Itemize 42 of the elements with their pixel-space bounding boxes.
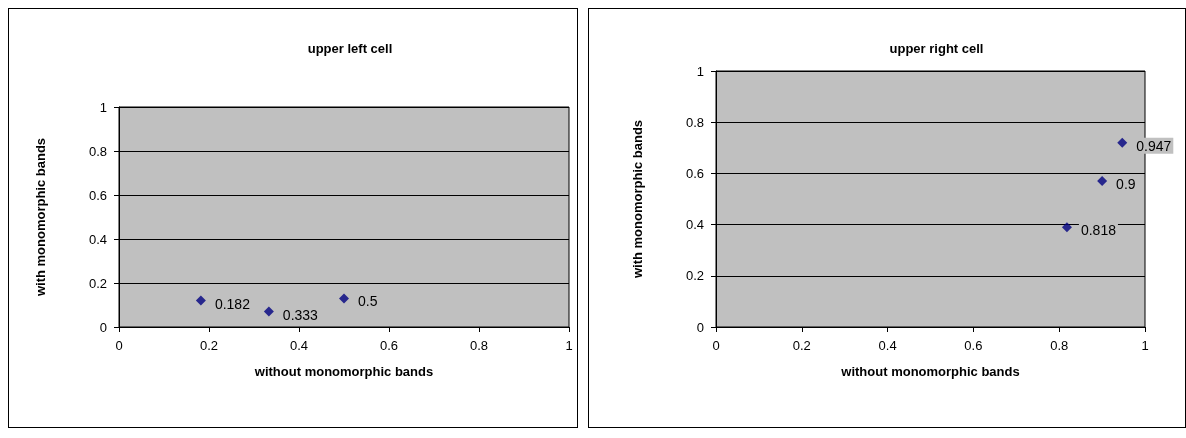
x-tick-label: 1 — [565, 338, 573, 353]
x-tick-label: 0.4 — [878, 338, 897, 353]
x-tick-label: 0 — [712, 338, 720, 353]
x-tick-label: 0.2 — [792, 338, 811, 353]
x-tick-label: 0.8 — [1050, 338, 1069, 353]
annotation: 0.182 — [214, 295, 251, 312]
y-tick-label: 0.4 — [88, 231, 107, 247]
y-tick-label: 0.6 — [88, 187, 107, 203]
y-tick-label: 0.8 — [685, 114, 704, 130]
chart-title: upper left cell — [307, 41, 393, 56]
point — [263, 306, 274, 317]
y-tick-label: 0.4 — [685, 217, 704, 233]
point — [1097, 176, 1108, 187]
x-tick-label: 0.4 — [289, 338, 309, 353]
y-tick-label: 0.8 — [88, 143, 107, 159]
y-tick-label: 0.2 — [88, 275, 107, 291]
x-tick-label: 0 — [115, 338, 123, 353]
annotation: 0.5 — [358, 293, 378, 310]
x-tick-label: 0.2 — [199, 338, 219, 353]
annotation: 0.818 — [1080, 222, 1117, 239]
chart-title: upper right cell — [889, 41, 984, 56]
x-tick-label: 0.8 — [469, 338, 489, 353]
point — [1117, 137, 1128, 148]
y-axis-title: with monomorphic bands — [33, 137, 48, 298]
point — [1061, 222, 1072, 233]
x-axis-title: without monomorphic bands — [840, 364, 1020, 379]
x-tick-label: 0.6 — [379, 338, 399, 353]
x-axis-title: without monomorphic bands — [253, 364, 434, 379]
point — [339, 293, 349, 304]
annotation: 0.947 — [1136, 137, 1172, 154]
point — [195, 295, 206, 306]
x-tick-label: 1 — [1141, 338, 1149, 353]
y-axis-title: with monomorphic bands — [630, 119, 645, 280]
y-tick-label: 1 — [99, 99, 107, 115]
y-tick-label: 1 — [696, 63, 704, 79]
x-tick-label: 0.6 — [964, 338, 983, 353]
y-tick-label: 0 — [99, 319, 107, 335]
y-tick-label: 0.6 — [685, 165, 704, 181]
y-tick-label: 0 — [696, 319, 704, 335]
annotation: 0.9 — [1116, 176, 1136, 193]
y-tick-label: 0.2 — [685, 268, 704, 284]
annotation: 0.333 — [282, 306, 319, 323]
